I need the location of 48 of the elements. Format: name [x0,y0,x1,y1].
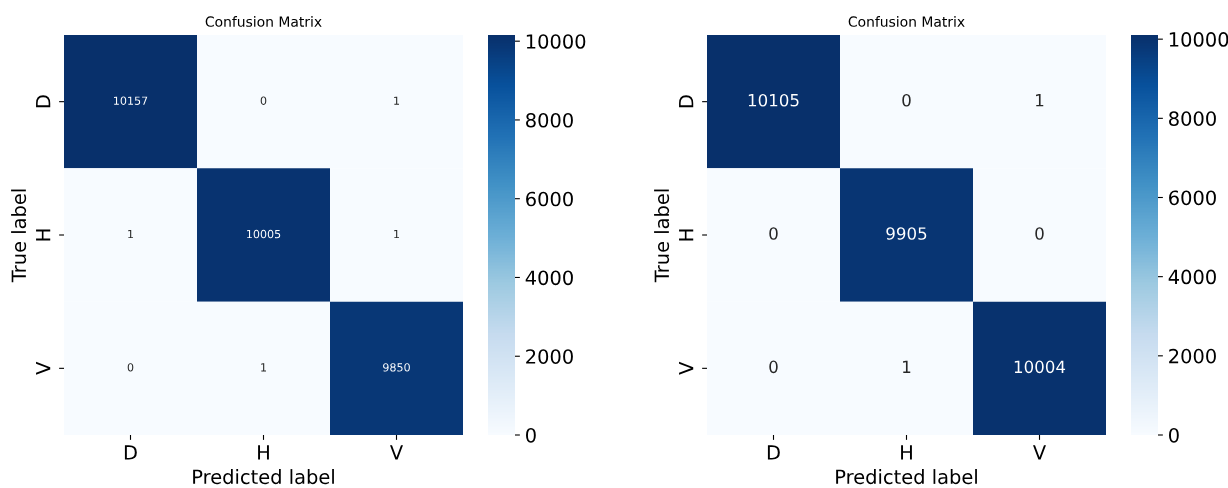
color-bar-label: 6000 [526,191,573,207]
chart-title: Confusion Matrix [848,16,965,27]
y-tick-label: D [36,95,51,108]
x-axis-title: Predicted label [836,469,977,485]
color-bar-label: 6000 [1169,190,1216,206]
y-tick-label: D [679,95,694,108]
data-label: 10157 [114,96,148,105]
y-axis-title: True label [654,189,670,283]
color-bar-label: 2000 [1169,348,1216,364]
color-bar-label: 4000 [1168,269,1216,285]
color-bar-label: 8000 [1169,111,1216,126]
color-bar-label: 10000 [526,34,586,49]
data-label: 10004 [1014,360,1066,374]
x-axis-title: Predicted label [193,469,334,485]
data-label: 0 [902,93,911,107]
x-tick-label: V [390,445,403,460]
data-label: 0 [260,96,267,105]
x-tick-label: H [258,445,269,460]
y-tick-label: V [36,361,51,375]
y-tick-label: V [679,361,694,375]
x-tick-label: D [767,445,780,460]
x-tick-label: H [901,445,912,460]
data-label: 0 [769,360,778,374]
data-label: 1 [1036,94,1044,107]
color-bar-label: 8000 [526,112,573,128]
color-bar-label: 0 [1169,427,1179,443]
data-label: 0 [1035,227,1044,240]
color-bar-label: 10000 [1169,32,1228,47]
data-label: 1 [394,229,400,239]
data-label: 1 [394,96,400,105]
color-bar-label: 0 [526,427,536,443]
data-label: 9850 [383,363,410,372]
data-label: 10105 [748,93,799,107]
data-label: 1 [261,363,267,372]
data-label: 1 [903,360,911,373]
y-tick-label: H [36,229,51,241]
x-tick-label: V [1033,445,1046,460]
y-axis-title: True label [11,189,27,283]
data-label: 9905 [886,227,927,240]
y-tick-label: H [679,229,694,241]
color-bar-label: 4000 [525,270,573,286]
x-tick-label: D [124,445,137,460]
data-label: 0 [769,227,778,240]
data-label: 10005 [247,229,281,239]
color-bar-label: 2000 [526,349,573,364]
chart-title: Confusion Matrix [205,16,322,27]
data-label: 1 [128,229,134,239]
data-label: 0 [127,363,134,372]
